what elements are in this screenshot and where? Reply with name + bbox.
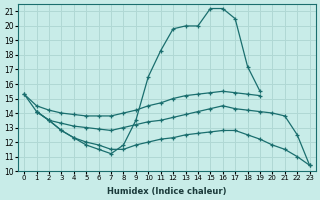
X-axis label: Humidex (Indice chaleur): Humidex (Indice chaleur)	[107, 187, 227, 196]
